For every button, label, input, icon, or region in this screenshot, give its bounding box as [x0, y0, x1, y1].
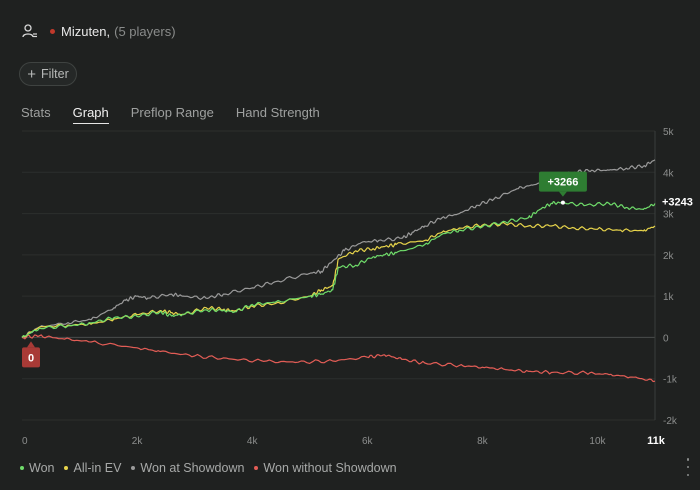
status-dot: [50, 28, 55, 34]
player-name[interactable]: Mizuten,: [61, 23, 111, 39]
zero-marker: [22, 347, 40, 368]
chart-axis-labels: 5k 4k 3k 2k 1k 0 -1k -2k 0 2k 4k 6k 8k 10k 11k: [22, 128, 678, 447]
legend-dot: [254, 466, 259, 470]
y-tick-label: 4k: [663, 168, 675, 179]
header: Mizuten, (5 players): [22, 20, 176, 42]
x-tick-label: 6k: [362, 436, 374, 447]
legend-label: Won: [29, 461, 55, 475]
peak-marker: [538, 171, 587, 192]
series-line-won: [21, 201, 656, 338]
peak-marker-pointer: [558, 191, 567, 197]
legend-dot: [131, 466, 136, 470]
chart-series: [21, 159, 656, 383]
legend-item-won[interactable]: Won: [20, 461, 54, 475]
tab-bar: Stats Graph Preflop Range Hand Strength: [21, 105, 342, 124]
legend-item-all-in-ev[interactable]: All-in EV: [64, 461, 121, 475]
legend-item-won-at-showdown[interactable]: Won at Showdown: [131, 461, 244, 475]
series-line-all-in-ev: [21, 221, 656, 338]
profit-graph[interactable]: 5k 4k 3k 2k 1k 0 -1k -2k 0 2k 4k 6k 8k 10k 11k 0 +3266 +…: [0, 128, 700, 450]
tab-hand-strength[interactable]: Hand Strength: [235, 105, 320, 120]
y-tick-label: -1k: [663, 375, 678, 386]
legend-dot: [20, 466, 24, 470]
x-tick-label: 2k: [132, 436, 144, 447]
tab-graph[interactable]: Graph: [72, 105, 109, 124]
player-count: (5 players): [114, 23, 176, 39]
plus-icon: +: [27, 65, 36, 83]
y-tick-label: 0: [663, 333, 669, 344]
filter-button[interactable]: + Filter: [19, 62, 77, 86]
y-tick-label: -2k: [663, 416, 678, 427]
filter-label: Filter: [40, 67, 69, 81]
series-line-won-without-showdown: [21, 334, 656, 383]
chart-legend: Won All-in EV Won at Showdown Won withou…: [20, 461, 407, 475]
chart-grid: [22, 130, 656, 421]
legend-item-won-without-showdown[interactable]: Won without Showdown: [254, 461, 397, 475]
end-value-label: +3243: [662, 197, 693, 209]
x-tick-label: 8k: [477, 436, 489, 447]
zero-marker-pointer: [27, 341, 35, 348]
peak-marker-label: +3266: [547, 177, 578, 189]
legend-label: Won at Showdown: [140, 461, 245, 475]
x-end-label: 11k: [647, 435, 666, 447]
x-tick-label: 0: [22, 436, 28, 447]
more-vertical-icon[interactable]: [684, 458, 692, 476]
zero-marker-label: 0: [28, 352, 34, 364]
user-settings-icon[interactable]: [22, 23, 38, 39]
legend-dot: [64, 466, 69, 470]
legend-label: Won without Showdown: [263, 461, 397, 475]
x-tick-label: 4k: [247, 436, 259, 447]
tab-stats[interactable]: Stats: [21, 105, 51, 120]
y-tick-label: 1k: [663, 292, 675, 303]
tab-preflop-range[interactable]: Preflop Range: [130, 105, 214, 120]
peak-point: [560, 200, 565, 205]
legend-label: All-in EV: [73, 461, 122, 475]
y-tick-label: 5k: [663, 128, 675, 138]
y-tick-label: 3k: [663, 210, 675, 221]
x-tick-label: 10k: [589, 436, 606, 447]
chart-markers: 0 +3266 +3243: [22, 171, 693, 368]
y-tick-label: 2k: [663, 251, 675, 262]
